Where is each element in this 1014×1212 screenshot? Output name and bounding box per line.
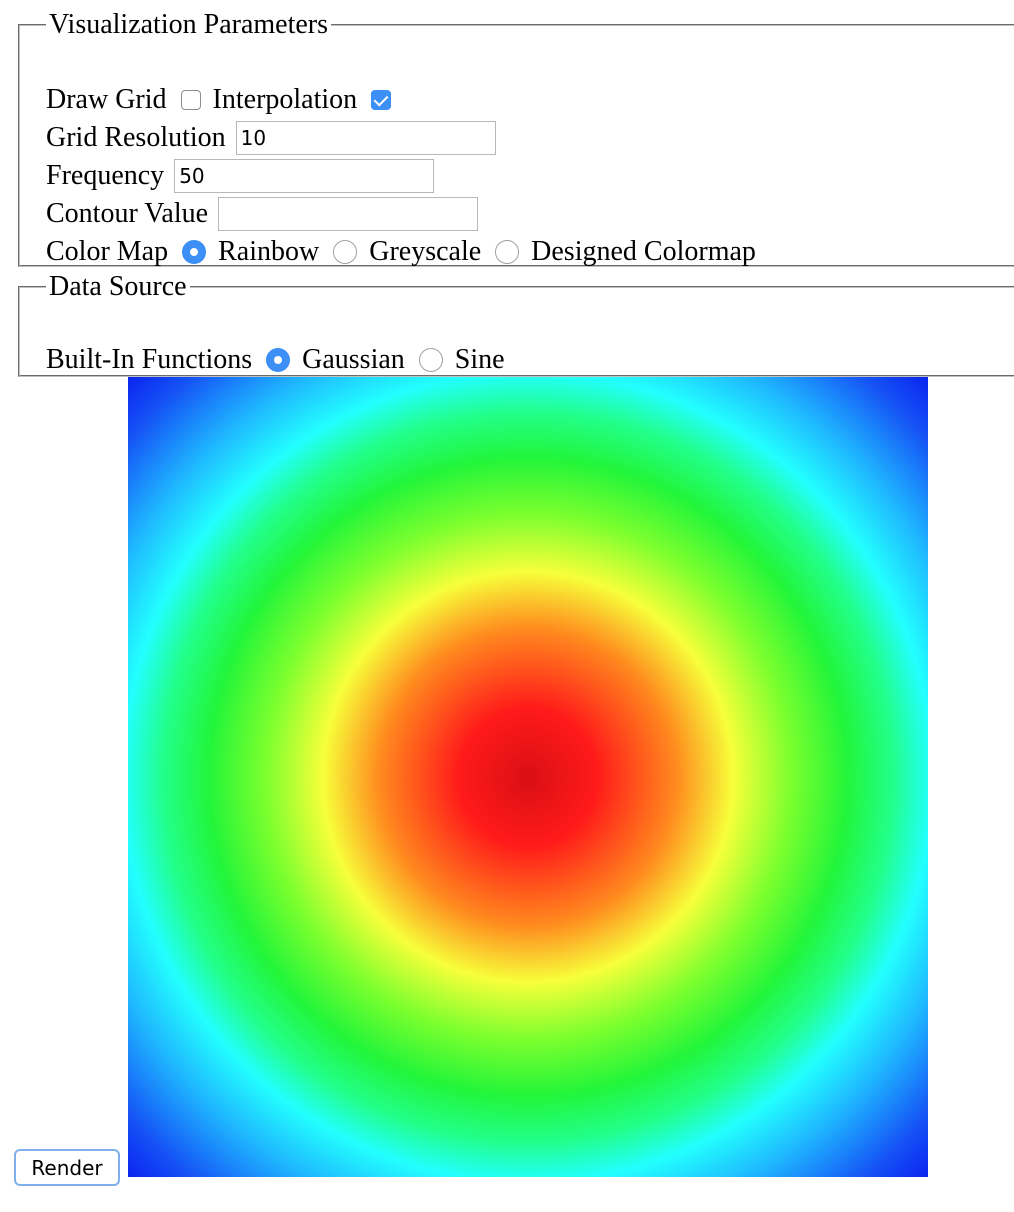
data-source-group: Data Source Built-In Functions Gaussian … (18, 272, 1014, 377)
sine-radio[interactable] (418, 348, 443, 372)
greyscale-label: Greyscale (369, 236, 482, 267)
radio-dot-icon (274, 356, 283, 364)
radio-dot-icon (190, 248, 199, 256)
gaussian-label: Gaussian (302, 344, 405, 375)
checkmark-icon (373, 91, 389, 107)
gaussian-heatmap (128, 377, 928, 1177)
designed-colormap-radio[interactable] (495, 240, 520, 264)
frequency-label: Frequency (46, 160, 165, 191)
color-map-row: Color Map Rainbow Greyscale Designed Col… (46, 234, 756, 270)
builtin-functions-row: Built-In Functions Gaussian Sine (46, 342, 505, 378)
designed-colormap-label: Designed Colormap (531, 236, 756, 267)
greyscale-radio[interactable] (333, 240, 358, 264)
grid-resolution-input[interactable] (235, 121, 496, 155)
draw-grid-row: Draw Grid Interpolation (46, 82, 403, 118)
contour-value-label: Contour Value (46, 198, 209, 229)
rainbow-label: Rainbow (218, 236, 320, 267)
draw-grid-checkbox[interactable] (180, 90, 201, 110)
data-source-legend: Data Source (49, 271, 187, 302)
color-map-label: Color Map (46, 236, 169, 267)
gaussian-radio[interactable] (266, 348, 291, 372)
frequency-row: Frequency (46, 158, 435, 194)
grid-resolution-row: Grid Resolution (46, 120, 496, 156)
visualization-parameters-legend: Visualization Parameters (49, 9, 329, 40)
contour-value-row: Contour Value (46, 196, 479, 232)
visualization-canvas (128, 377, 928, 1177)
grid-resolution-label: Grid Resolution (46, 122, 226, 153)
frequency-input[interactable] (174, 159, 435, 193)
sine-label: Sine (454, 344, 505, 375)
interpolation-label: Interpolation (212, 84, 358, 115)
heatmap-field (128, 377, 928, 1177)
render-button[interactable]: Render (14, 1149, 120, 1186)
draw-grid-label: Draw Grid (46, 84, 167, 115)
contour-value-input[interactable] (218, 197, 479, 231)
interpolation-checkbox[interactable] (371, 90, 392, 110)
rainbow-radio[interactable] (182, 240, 207, 264)
visualization-parameters-group: Visualization Parameters Draw Grid Inter… (18, 10, 1014, 267)
builtin-functions-label: Built-In Functions (46, 344, 253, 375)
